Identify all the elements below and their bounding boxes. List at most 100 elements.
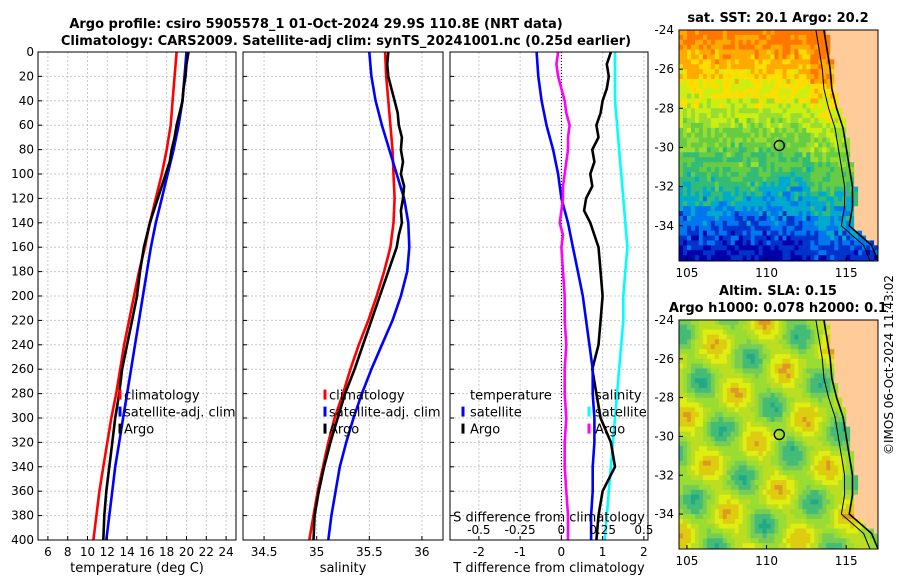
map-cell xyxy=(862,69,867,75)
map-cell xyxy=(730,484,736,491)
map-cell xyxy=(690,230,696,237)
map-cell xyxy=(858,132,863,139)
map-cell xyxy=(830,206,835,212)
map-cell xyxy=(679,152,684,158)
map-cell xyxy=(786,171,792,178)
map-cell xyxy=(858,349,863,355)
map-cell xyxy=(702,358,708,365)
map-cell xyxy=(734,118,740,124)
map-cell xyxy=(722,353,728,360)
map-cell xyxy=(758,480,764,486)
map-cell xyxy=(778,167,784,173)
map-cell xyxy=(750,421,756,428)
map-cell xyxy=(826,88,831,95)
map-cell xyxy=(726,196,732,202)
map-cell xyxy=(702,191,708,197)
map-cell xyxy=(682,34,688,41)
map-cell xyxy=(694,39,700,46)
map-cell xyxy=(850,215,855,222)
map-cell xyxy=(686,412,692,418)
map-cell xyxy=(854,152,859,158)
map-cell xyxy=(710,122,716,129)
map-cell xyxy=(710,74,716,80)
map-cell xyxy=(850,417,855,423)
map-cell xyxy=(762,83,768,90)
map-cell xyxy=(730,34,736,41)
map-cell xyxy=(774,220,780,227)
map-cell xyxy=(862,514,867,520)
map-cell xyxy=(702,54,708,60)
map-cell xyxy=(874,88,878,95)
map-cell xyxy=(738,470,744,476)
map-cell xyxy=(734,518,740,525)
map-cell xyxy=(778,64,784,70)
map-cell xyxy=(814,206,819,212)
map-cell xyxy=(810,484,815,491)
map-cell xyxy=(830,446,835,452)
map-cell xyxy=(758,528,764,535)
map-cell xyxy=(782,397,788,404)
map-cell xyxy=(846,98,851,105)
map-cell xyxy=(790,142,796,149)
map-cell xyxy=(838,93,843,100)
map-cell xyxy=(842,69,847,75)
map-cell xyxy=(830,44,835,51)
map-cell xyxy=(822,392,827,399)
map-cell xyxy=(846,436,851,442)
map-cell xyxy=(834,181,839,188)
map-cell xyxy=(786,518,792,525)
map-cell xyxy=(830,167,835,173)
map-cell xyxy=(766,349,772,355)
map-cell xyxy=(706,152,712,158)
map-cell xyxy=(874,127,878,134)
map-cell xyxy=(690,538,696,544)
map-cell xyxy=(806,421,811,428)
map-cell xyxy=(862,225,867,232)
map-cell xyxy=(682,59,688,65)
map-cell xyxy=(830,255,835,261)
map-cell xyxy=(806,504,811,510)
map-cell xyxy=(786,484,792,491)
map-cell xyxy=(774,446,780,452)
map-cell xyxy=(806,157,811,163)
map-cell xyxy=(762,378,768,384)
map-cell xyxy=(758,220,764,227)
map-cell xyxy=(782,455,788,462)
map-cell xyxy=(722,118,728,124)
map-cell xyxy=(698,215,704,222)
map-cell xyxy=(738,412,744,418)
map-cell xyxy=(710,441,716,447)
map-cell xyxy=(814,363,819,370)
map-cell xyxy=(682,329,688,336)
map-cell xyxy=(702,387,708,394)
map-cell xyxy=(682,64,688,70)
map-cell xyxy=(826,147,831,153)
map-cell xyxy=(826,436,831,442)
map-cell xyxy=(706,206,712,212)
map-cell xyxy=(750,250,756,256)
map-cell xyxy=(782,235,788,242)
map-cell xyxy=(754,426,760,433)
map-cell xyxy=(782,206,788,212)
map-cell xyxy=(750,181,756,188)
map-cell xyxy=(862,118,867,124)
map-cell xyxy=(818,417,823,423)
map-cell xyxy=(718,78,724,85)
map-cell xyxy=(814,383,819,389)
map-cell xyxy=(854,255,859,261)
map-cell xyxy=(798,49,803,56)
map-cell xyxy=(782,353,788,360)
map-cell xyxy=(774,509,780,515)
map-cell xyxy=(718,523,724,530)
map-cell xyxy=(874,480,878,486)
map-cell xyxy=(734,54,740,60)
map-cell xyxy=(790,484,796,491)
map-cell xyxy=(726,392,732,399)
x-tick-label: 1 xyxy=(599,545,607,559)
map-cell xyxy=(790,88,796,95)
map-cell xyxy=(679,118,684,124)
map-cell xyxy=(750,480,756,486)
map-cell xyxy=(802,484,807,491)
map-cell xyxy=(770,533,776,539)
map-cell xyxy=(754,93,760,100)
